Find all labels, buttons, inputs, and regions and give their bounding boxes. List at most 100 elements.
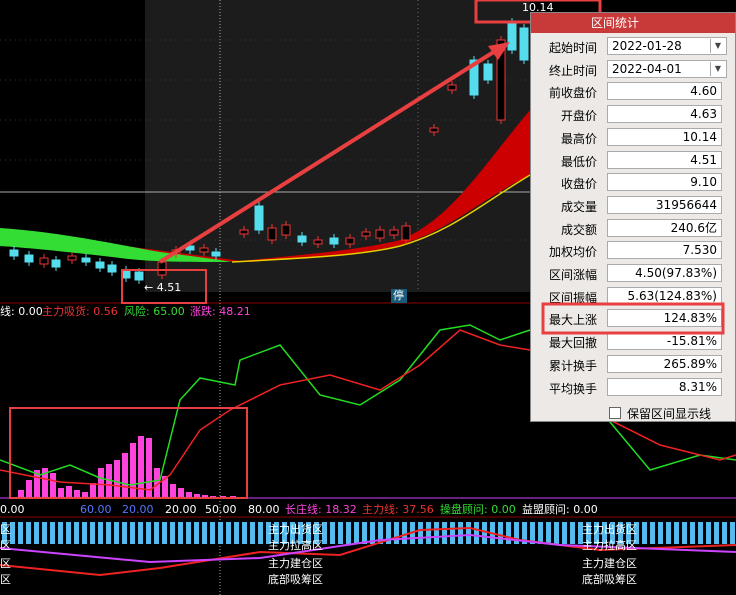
histogram-bar (162, 476, 168, 498)
stats-row: 加权均价 7.530 (531, 239, 736, 262)
date-picker[interactable]: 2022-04-01 (607, 59, 727, 78)
indicator-header: 线: 0.00 (0, 304, 43, 318)
zone-bar (202, 522, 207, 544)
stats-label: 终止时间 (548, 63, 597, 78)
candle (39, 257, 49, 265)
zone-bar (66, 522, 71, 544)
stats-row: 最大回撤 -15.81% (531, 330, 736, 353)
histogram-bar (138, 436, 144, 498)
zone-bar (682, 522, 687, 544)
histogram-bar (74, 490, 80, 498)
candle (389, 229, 399, 236)
stats-label: 加权均价 (548, 245, 597, 260)
bottom-header: 80.00 (248, 503, 280, 516)
candle (507, 21, 517, 51)
zone-bar (74, 522, 79, 544)
dropdown-arrow[interactable]: ▼ (710, 61, 725, 76)
zone-bar (274, 522, 279, 544)
zone-bar (698, 522, 703, 544)
zone-bar (554, 522, 559, 544)
histogram-bar (130, 443, 136, 498)
zone-bar (386, 522, 391, 544)
dropdown-arrow[interactable]: ▼ (710, 39, 725, 53)
zone-label: 主力拉高区 (582, 538, 637, 552)
candle (185, 245, 195, 251)
zone-bar (338, 522, 343, 544)
stats-row: 起始时间 2022-01-28 ▼ (531, 35, 736, 58)
candle (81, 257, 91, 263)
zone-bar (58, 522, 63, 544)
zone-label: 区 (0, 573, 11, 586)
stats-row: 区间振幅 5.63(124.83%) (531, 285, 736, 308)
interval-stats-dialog[interactable]: 区间统计 起始时间 2022-01-28 ▼ 终止时间 2022-04-01 ▼ 前收盘价 4… (530, 12, 736, 422)
candle (95, 261, 105, 269)
zone-bar (138, 522, 143, 544)
zone-bar (18, 522, 23, 544)
stats-row: 成交量 31956644 (531, 194, 736, 217)
histogram-bar (114, 460, 120, 498)
zone-bar (170, 522, 175, 544)
zone-bar (482, 522, 487, 544)
highlight-box (121, 269, 207, 304)
zone-label: 主力建仓区 (268, 556, 323, 570)
zone-bar (194, 522, 199, 544)
histogram-bar (50, 473, 56, 498)
grid (0, 39, 530, 241)
stats-row: 收盘价 9.10 (531, 171, 736, 194)
stats-row: 成交额 240.6亿 (531, 217, 736, 240)
scale-label: 50.00 (205, 503, 237, 516)
stats-label: 成交量 (560, 199, 597, 214)
zone-bar (586, 522, 591, 544)
indicator-header: 风险: 65.00 (124, 304, 185, 318)
zone-bar (458, 522, 463, 544)
stats-label: 最大回撤 (548, 336, 597, 351)
stats-value: 8.31% (607, 377, 722, 396)
date-picker[interactable]: 2022-01-28 (607, 37, 727, 55)
stats-value: 4.51 (607, 150, 722, 169)
candle (24, 254, 34, 263)
histogram-bar (178, 488, 184, 498)
stats-label: 最大上涨 (548, 313, 597, 328)
zone-bar (706, 522, 711, 544)
zone-bar (562, 522, 567, 544)
zone-bar (730, 522, 735, 544)
zone-bar (642, 522, 647, 544)
bottom-header: 长庄线: 18.32 (285, 502, 357, 516)
bottom-header: 益盟顾问: 0.00 (522, 502, 598, 516)
histogram-bar (186, 492, 192, 498)
histogram-bar (66, 486, 72, 498)
scale-label: 20.00 (165, 503, 197, 516)
stats-row: 开盘价 4.63 (531, 103, 736, 126)
stats-row: 前收盘价 4.60 (531, 80, 736, 103)
halt-badge (391, 289, 407, 303)
checkbox-box[interactable] (609, 407, 621, 419)
zone-bar (570, 522, 575, 544)
candle (361, 231, 371, 237)
zone-bar (594, 522, 599, 544)
stats-row: 终止时间 2022-04-01 ▼ (531, 58, 736, 81)
checkbox[interactable]: 保留区间显示线 (609, 405, 711, 422)
zone-label: 主力拉高区 (268, 538, 323, 552)
histogram-bar (170, 484, 176, 498)
zone-bar (130, 522, 135, 544)
zone-label: 区 (0, 557, 11, 570)
zone-bar (34, 522, 39, 544)
candle (329, 237, 339, 245)
zone-bar (330, 522, 335, 544)
zone-bar (442, 522, 447, 544)
zone-bar (154, 522, 159, 544)
zone-bar (474, 522, 479, 544)
zone-bar (538, 522, 543, 544)
ribbon-green (0, 228, 232, 262)
stats-value: 7.530 (607, 241, 722, 260)
zone-bar (370, 522, 375, 544)
stats-row: 最低价 4.51 (531, 149, 736, 172)
candle (211, 251, 221, 257)
zone-bar (362, 522, 367, 544)
ma-line (231, 174, 531, 263)
zone-bar (178, 522, 183, 544)
candle (483, 63, 493, 81)
histogram-bar (82, 492, 88, 498)
histogram-bar (34, 470, 40, 498)
